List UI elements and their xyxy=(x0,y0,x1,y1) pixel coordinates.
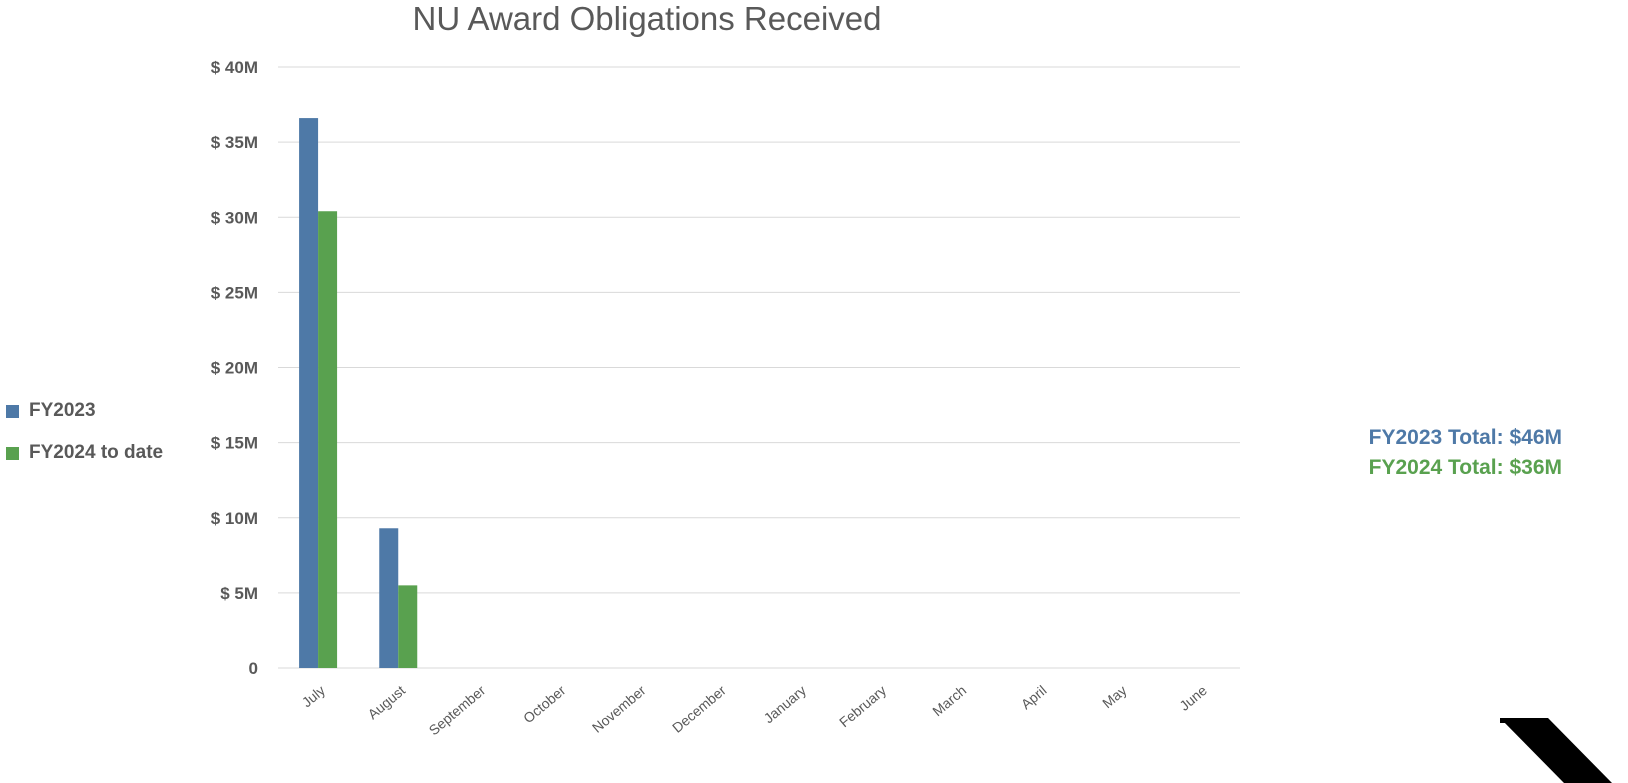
chart-legend: FY2023 FY2024 to date xyxy=(6,390,163,474)
x-tick-label: November xyxy=(589,682,649,736)
x-tick-label: May xyxy=(1099,682,1130,711)
fy2023-total: FY2023 Total: $46M xyxy=(1368,426,1562,449)
legend-label-fy2023: FY2023 xyxy=(29,400,96,421)
x-tick-label: April xyxy=(1018,682,1050,712)
legend-label-fy2024: FY2024 to date xyxy=(29,442,164,463)
x-axis-tick-labels: July August September October November Decemb… xyxy=(299,682,1210,738)
totals-annotation: FY2023 Total: $46M FY2024 Total: $36M xyxy=(1369,423,1562,483)
x-tick-label: December xyxy=(669,682,729,736)
y-tick-label: $ 20M xyxy=(211,359,258,378)
x-tick-label: February xyxy=(836,682,889,730)
y-tick-label: $ 25M xyxy=(211,283,258,302)
x-tick-label: July xyxy=(299,682,328,710)
y-tick-label: $ 35M xyxy=(211,133,258,152)
legend-item-fy2023: FY2023 xyxy=(6,390,163,432)
legend-item-fy2024: FY2024 to date xyxy=(6,432,163,474)
y-tick-label: $ 10M xyxy=(211,509,258,528)
bar-series xyxy=(299,118,418,669)
y-tick-label: $ 30M xyxy=(211,208,258,227)
bar-july-series-0 xyxy=(299,118,319,668)
legend-swatch-fy2023 xyxy=(6,404,19,418)
bar-august-series-1 xyxy=(398,585,418,668)
y-tick-label: $ 40M xyxy=(211,58,258,77)
bar-july-series-1 xyxy=(318,211,338,669)
y-tick-label: $ 5M xyxy=(220,584,258,603)
chart-title: NU Award Obligations Received xyxy=(413,0,882,37)
northwestern-n-logo-icon xyxy=(1500,718,1612,783)
y-tick-label: 0 xyxy=(249,659,258,678)
x-tick-label: June xyxy=(1176,682,1210,714)
x-tick-label: August xyxy=(364,682,408,722)
y-axis-tick-labels: 0 $ 5M $ 10M $ 15M $ 20M $ 25M $ 30M $ 35M $ 40M xyxy=(211,58,258,678)
x-tick-label: September xyxy=(426,682,489,738)
legend-swatch-fy2024 xyxy=(6,446,19,460)
fy2024-total: FY2024 Total: $36M xyxy=(1368,456,1562,479)
gridlines xyxy=(278,66,1240,669)
x-tick-label: March xyxy=(929,682,969,719)
bar-august-series-0 xyxy=(379,528,399,668)
x-tick-label: October xyxy=(520,682,569,726)
x-tick-label: January xyxy=(761,682,809,726)
y-tick-label: $ 15M xyxy=(211,434,258,453)
